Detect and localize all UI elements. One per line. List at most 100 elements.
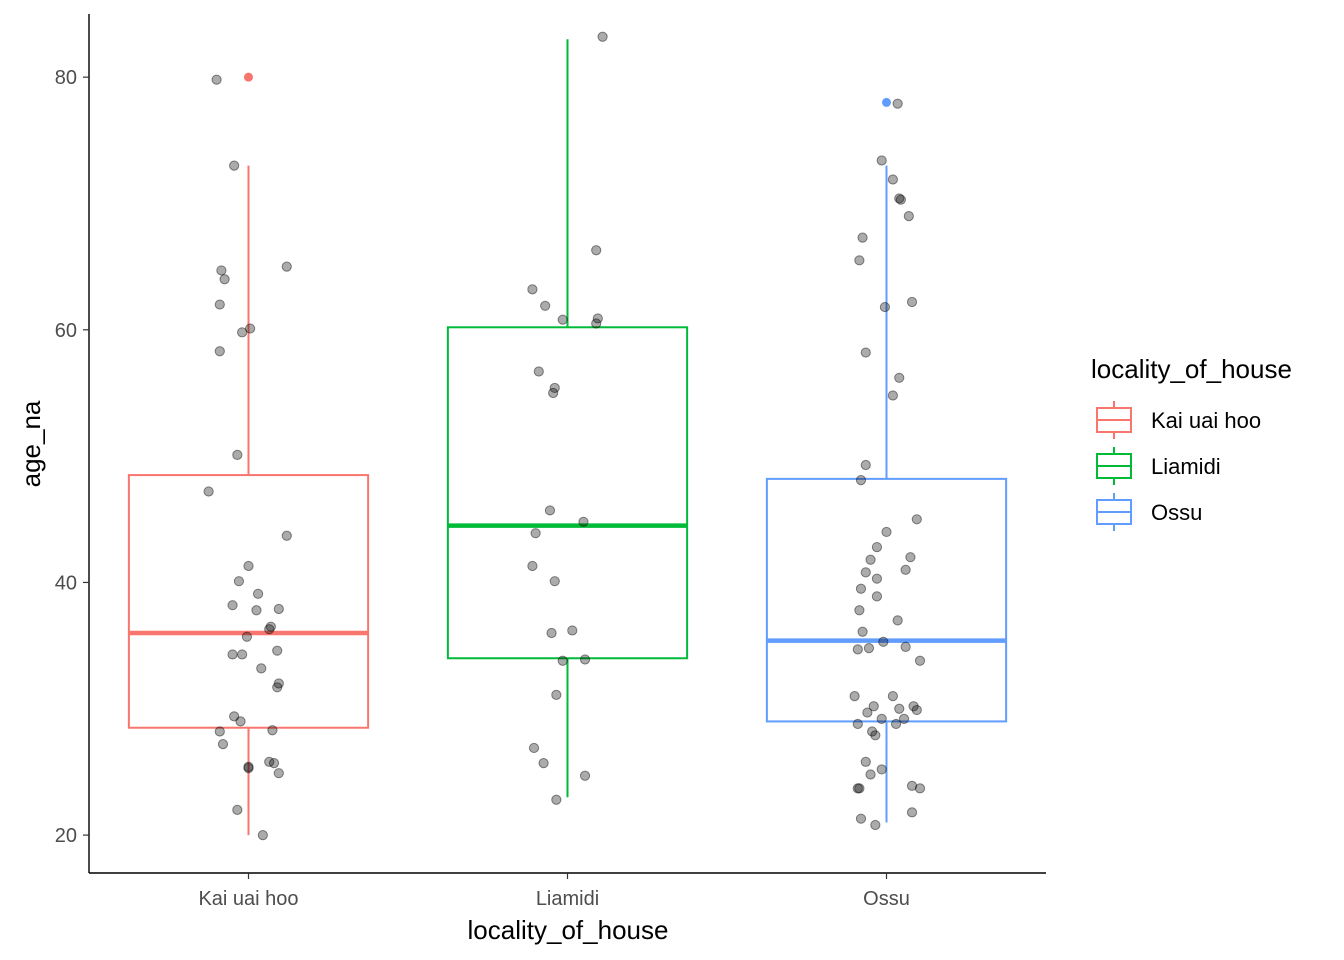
- data-point: [876, 713, 887, 724]
- x-tick-label: Ossu: [863, 888, 910, 910]
- data-point: [887, 174, 898, 185]
- legend: locality_of_house Kai uai hoo Liamidi Ossu: [1091, 354, 1292, 531]
- data-point: [530, 528, 541, 539]
- data-point: [854, 783, 865, 794]
- data-point: [860, 347, 871, 358]
- y-tick-label: 80: [55, 67, 77, 89]
- data-point: [914, 655, 926, 666]
- data-point: [905, 552, 916, 563]
- data-point: [908, 701, 919, 712]
- data-point: [252, 588, 264, 599]
- data-point: [911, 704, 922, 716]
- data-point: [273, 768, 284, 779]
- data-point: [870, 819, 881, 831]
- data-point: [878, 636, 889, 647]
- data-point: [892, 98, 903, 109]
- data-point: [214, 299, 225, 310]
- data-point: [895, 194, 906, 205]
- data-point: [540, 300, 551, 311]
- legend-title: locality_of_house: [1091, 354, 1292, 384]
- legend-keys: Kai uai hoo Liamidi Ossu: [1096, 401, 1261, 531]
- data-point: [855, 475, 867, 486]
- data-point: [865, 554, 876, 565]
- data-point: [860, 567, 871, 578]
- data-point: [868, 701, 879, 712]
- data-point: [235, 716, 246, 727]
- data-point: [243, 763, 254, 774]
- legend-label: Ossu: [1151, 500, 1202, 525]
- data-point: [854, 255, 865, 266]
- data-point: [867, 726, 878, 737]
- data-point: [251, 605, 262, 616]
- x-tick-label: Kai uai hoo: [198, 888, 298, 910]
- data-point: [876, 155, 887, 166]
- data-point: [870, 730, 881, 741]
- data-point: [256, 663, 267, 674]
- data-point: [232, 449, 243, 460]
- data-point: [229, 160, 240, 171]
- data-point: [894, 193, 905, 204]
- data-point: [592, 313, 603, 324]
- data-point: [216, 265, 227, 276]
- data-point: [862, 707, 873, 718]
- data-point: [579, 770, 591, 781]
- data-point: [894, 372, 905, 383]
- data-point: [546, 627, 557, 639]
- y-tick-label: 20: [55, 825, 77, 847]
- legend-label: Kai uai hoo: [1151, 408, 1261, 433]
- data-point: [579, 654, 591, 665]
- data-point: [219, 274, 230, 285]
- data-point: [214, 726, 225, 737]
- data-point: [211, 74, 222, 85]
- x-axis-title: locality_of_house: [468, 915, 669, 945]
- data-point: [894, 703, 905, 714]
- data-point: [900, 641, 911, 652]
- data-point: [906, 807, 918, 818]
- data-point: [264, 756, 275, 767]
- data-point: [879, 301, 891, 313]
- data-point: [557, 655, 568, 666]
- data-point: [854, 605, 865, 616]
- legend-label: Liamidi: [1151, 454, 1221, 479]
- y-tick-label: 60: [55, 320, 77, 342]
- data-point: [852, 718, 863, 730]
- data-point: [227, 600, 238, 611]
- legend-item-ossu: Ossu: [1096, 493, 1202, 531]
- data-point: [865, 769, 876, 780]
- data-point: [548, 387, 559, 399]
- data-point: [551, 794, 562, 805]
- data-point: [892, 615, 903, 626]
- data-point: [898, 713, 910, 724]
- boxes-layer: [127, 39, 1008, 836]
- plot-area: [127, 31, 1008, 841]
- data-point: [855, 813, 867, 824]
- data-point: [281, 530, 292, 541]
- data-point: [538, 757, 549, 769]
- data-point: [871, 541, 883, 553]
- data-point: [265, 621, 276, 632]
- outlier-point: [882, 97, 891, 107]
- data-point: [890, 718, 902, 730]
- data-point: [217, 739, 229, 750]
- data-point: [557, 314, 568, 325]
- data-point: [887, 390, 898, 401]
- data-point: [273, 603, 284, 615]
- data-point: [860, 459, 871, 471]
- y-tick-label: 40: [55, 572, 77, 594]
- data-point: [578, 516, 589, 527]
- data-point: [533, 366, 544, 377]
- box-kai-uai-hoo: [127, 72, 370, 836]
- data-point: [871, 591, 883, 602]
- data-point: [527, 284, 538, 295]
- x-tick-label: Liamidi: [536, 888, 599, 910]
- data-point: [881, 526, 892, 538]
- data-point: [849, 691, 860, 702]
- legend-item-kai-uai-hoo: Kai uai hoo: [1096, 401, 1261, 439]
- box-ossu: [765, 97, 1008, 823]
- x-axis-ticks: Kai uai hoo Liamidi Ossu: [198, 873, 910, 910]
- jitter-points-layer: [203, 31, 926, 841]
- data-point: [871, 573, 883, 584]
- data-point: [237, 327, 248, 338]
- data-point: [267, 725, 278, 736]
